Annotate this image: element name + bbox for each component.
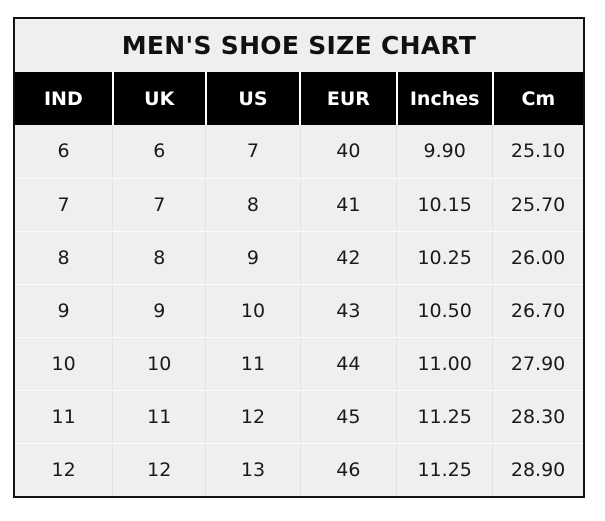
cell-cm: 25.70 [492, 178, 583, 232]
cell-us: 10 [205, 284, 301, 338]
table-row: 6 6 7 40 9.90 25.10 [15, 125, 583, 179]
column-header-us: US [205, 72, 302, 125]
cell-uk: 11 [112, 390, 207, 444]
cell-us: 8 [205, 178, 301, 232]
cell-cm: 26.00 [492, 231, 583, 285]
cell-ind: 7 [15, 178, 114, 232]
cell-ind: 10 [15, 337, 114, 391]
table-header-row: IND UK US EUR Inches Cm [15, 72, 583, 125]
cell-us: 12 [205, 390, 301, 444]
cell-cm: 25.10 [492, 125, 583, 179]
table-row: 9 9 10 43 10.50 26.70 [15, 284, 583, 338]
cell-inches: 11.00 [396, 337, 494, 391]
cell-uk: 12 [112, 443, 207, 496]
cell-ind: 9 [15, 284, 114, 338]
table-row: 7 7 8 41 10.15 25.70 [15, 178, 583, 232]
cell-eur: 45 [300, 390, 398, 444]
cell-uk: 8 [112, 231, 207, 285]
cell-inches: 9.90 [396, 125, 494, 179]
cell-ind: 6 [15, 125, 114, 179]
cell-eur: 42 [300, 231, 398, 285]
table-header: IND UK US EUR Inches Cm [15, 72, 583, 125]
cell-inches: 11.25 [396, 443, 494, 496]
table-row: 12 12 13 46 11.25 28.90 [15, 443, 583, 496]
cell-ind: 11 [15, 390, 114, 444]
cell-eur: 43 [300, 284, 398, 338]
cell-uk: 7 [112, 178, 207, 232]
cell-cm: 26.70 [492, 284, 583, 338]
column-header-eur: EUR [300, 72, 398, 125]
cell-eur: 46 [300, 443, 398, 496]
cell-cm: 28.90 [492, 443, 583, 496]
size-chart-container: MEN'S SHOE SIZE CHART IND UK US EUR Inch… [13, 17, 585, 498]
cell-ind: 12 [15, 443, 114, 496]
cell-us: 7 [205, 125, 301, 179]
shoe-size-table: IND UK US EUR Inches Cm 6 6 7 40 9.90 25… [15, 72, 583, 496]
cell-inches: 11.25 [396, 390, 494, 444]
cell-us: 13 [205, 443, 301, 496]
cell-cm: 27.90 [492, 337, 583, 391]
cell-uk: 9 [112, 284, 207, 338]
table-row: 11 11 12 45 11.25 28.30 [15, 390, 583, 444]
cell-inches: 10.15 [396, 178, 494, 232]
page-title: MEN'S SHOE SIZE CHART [15, 19, 583, 72]
cell-us: 11 [205, 337, 301, 391]
cell-eur: 40 [300, 125, 398, 179]
cell-eur: 41 [300, 178, 398, 232]
cell-uk: 6 [112, 125, 207, 179]
cell-ind: 8 [15, 231, 114, 285]
column-header-uk: UK [112, 72, 207, 125]
table-row: 8 8 9 42 10.25 26.00 [15, 231, 583, 285]
cell-uk: 10 [112, 337, 207, 391]
cell-eur: 44 [300, 337, 398, 391]
table-row: 10 10 11 44 11.00 27.90 [15, 337, 583, 391]
column-header-ind: IND [15, 72, 114, 125]
cell-us: 9 [205, 231, 301, 285]
column-header-inches: Inches [396, 72, 494, 125]
cell-inches: 10.25 [396, 231, 494, 285]
table-body: 6 6 7 40 9.90 25.10 7 7 8 41 10.15 25.70… [15, 125, 583, 496]
column-header-cm: Cm [492, 72, 583, 125]
cell-cm: 28.30 [492, 390, 583, 444]
cell-inches: 10.50 [396, 284, 494, 338]
